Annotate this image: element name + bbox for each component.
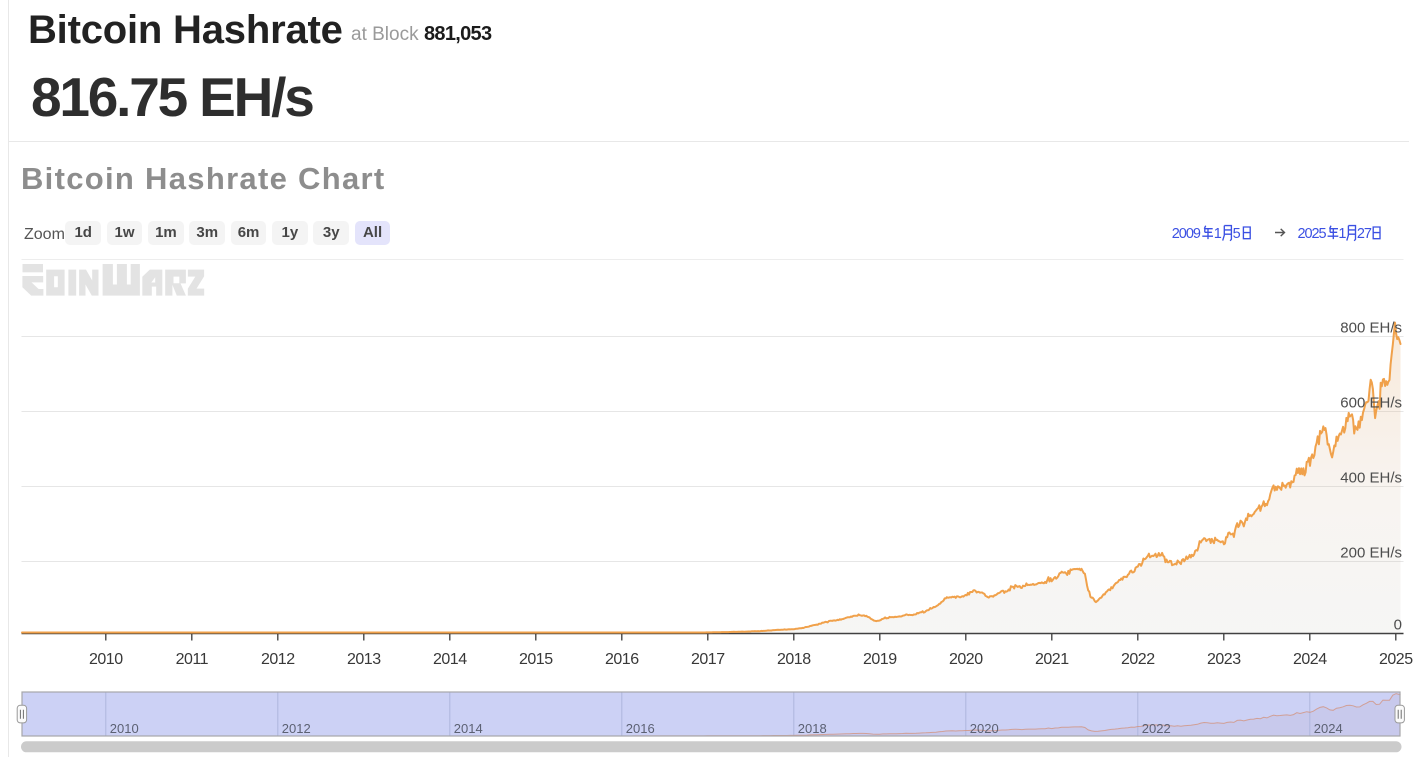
svg-text:2011: 2011 (176, 651, 209, 668)
svg-text:800 EH/s: 800 EH/s (1340, 320, 1402, 337)
svg-text:2014: 2014 (433, 651, 467, 668)
svg-text:0: 0 (1394, 617, 1402, 634)
svg-text:2023: 2023 (1207, 651, 1241, 668)
svg-text:2012: 2012 (261, 651, 295, 668)
svg-text:600 EH/s: 600 EH/s (1340, 395, 1402, 412)
svg-text:2022: 2022 (1121, 651, 1155, 668)
svg-text:2018: 2018 (798, 721, 827, 736)
svg-text:2013: 2013 (347, 651, 381, 668)
svg-text:2025: 2025 (1298, 226, 1327, 242)
svg-text:1: 1 (1214, 226, 1222, 242)
svg-text:2020: 2020 (949, 651, 983, 668)
svg-text:27: 27 (1357, 226, 1372, 242)
svg-text:2025: 2025 (1379, 651, 1413, 668)
svg-text:2010: 2010 (110, 721, 139, 736)
svg-text:2016: 2016 (605, 651, 639, 668)
svg-text:2024: 2024 (1314, 721, 1343, 736)
svg-text:2016: 2016 (626, 721, 655, 736)
svg-text:2024: 2024 (1293, 651, 1327, 668)
svg-text:400 EH/s: 400 EH/s (1340, 470, 1402, 487)
svg-text:2017: 2017 (691, 651, 725, 668)
svg-text:200 EH/s: 200 EH/s (1340, 545, 1402, 562)
svg-text:2010: 2010 (89, 651, 123, 668)
svg-text:2018: 2018 (777, 651, 811, 668)
svg-text:2019: 2019 (863, 651, 897, 668)
svg-text:1: 1 (1338, 226, 1346, 242)
svg-text:2012: 2012 (282, 721, 311, 736)
svg-text:5: 5 (1233, 226, 1241, 242)
svg-text:2021: 2021 (1035, 651, 1069, 668)
svg-text:2015: 2015 (519, 651, 553, 668)
svg-text:2014: 2014 (454, 721, 483, 736)
svg-text:2022: 2022 (1142, 721, 1171, 736)
svg-text:2020: 2020 (970, 721, 999, 736)
svg-text:2009: 2009 (1172, 226, 1201, 242)
